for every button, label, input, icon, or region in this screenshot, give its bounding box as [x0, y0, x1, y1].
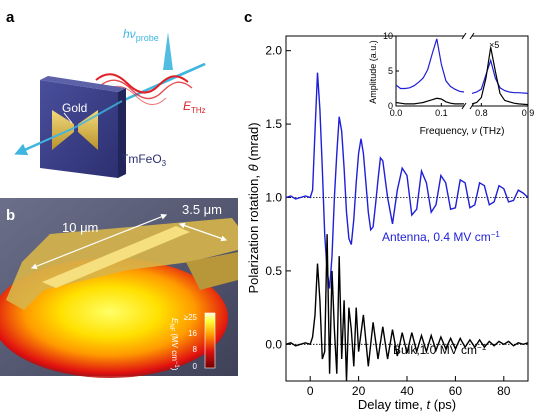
thz-wave-2 [99, 79, 193, 100]
gold-label: Gold [62, 101, 87, 115]
inset-x-tick-label: 0.8 [475, 108, 488, 118]
inset-x-tick-label: 0.0 [390, 108, 403, 118]
bulk-series-label: Bulk,1.0 MV cm−1 [393, 343, 487, 357]
main-axis-ticks: 0 20 40 60 80 0.0 0.5 1.0 1.5 2.0 [265, 44, 510, 398]
panel-a: a Gold TmFeO3 hνprobe ETHz [6, 9, 206, 178]
tmfeo3-slab-top [40, 76, 126, 92]
inset-y-tick-label: 5 [388, 66, 393, 76]
inset-y-tick-label: 0 [388, 101, 393, 111]
inset-line-bulk-1 [471, 47, 529, 106]
inset-break-mark [461, 102, 467, 110]
probe-beam-mid [121, 62, 206, 103]
inset-x-label: Frequency, ν (THz) [420, 126, 505, 137]
x-tick-label: 80 [497, 384, 511, 398]
inset-axis-ticks: 0.0 0.1 0.8 0.9 0 5 10 [383, 31, 534, 118]
y-axis-label: Polarization rotation, θ (mrad) [246, 122, 261, 293]
gold-antenna-left [52, 110, 74, 150]
inset-x-tick-label: 0.1 [435, 108, 448, 118]
x-tick-label: 40 [400, 384, 414, 398]
inset-line-bulk-0 [395, 97, 464, 105]
inset-break-mark [461, 32, 467, 40]
inset-x-tick-label: 0.9 [522, 108, 535, 118]
colorbar [204, 312, 216, 369]
x-tick-label: 0 [307, 384, 314, 398]
y-tick-label: 0.0 [265, 337, 282, 351]
thz-label: ETHz [183, 99, 206, 115]
panel-b: 10 μm 3.5 μm b ≥25 16 8 0 ENF(MV cm−1) [0, 198, 238, 378]
probe-through-slab [73, 100, 123, 129]
tmfeo3-slab-side [118, 88, 126, 178]
thz-wave-1 [95, 73, 189, 94]
near-field-heatmap [0, 258, 228, 378]
colorbar-title: ENF(MV cm−1) [168, 318, 179, 371]
probe-label: hνprobe [123, 27, 159, 43]
gold-pad-right [186, 252, 238, 290]
inset-frame [395, 35, 529, 107]
x-axis-label: Delay time, t (ps) [358, 397, 456, 412]
panel-b-letter: b [6, 207, 15, 224]
panel-c: c 0 20 40 60 80 0.0 0.5 1.0 1.5 2.0 Polarization … [244, 9, 534, 412]
inset-y-tick-label: 10 [383, 31, 393, 41]
colorbar-tick-8: 8 [193, 345, 198, 354]
material-label: TmFeO3 [121, 152, 167, 168]
gap-label: 3.5 μm [182, 202, 222, 217]
inset-break-mark [469, 32, 475, 40]
colorbar-tick-16: 16 [188, 329, 197, 338]
inset-line-antenna-0 [395, 38, 465, 93]
x-tick-label: 20 [352, 384, 366, 398]
inset-break-gap-top [464, 33, 472, 39]
length-arrow [30, 213, 168, 270]
length-label: 10 μm [62, 220, 98, 235]
x-tick-label: 60 [449, 384, 463, 398]
antenna-series-label: Antenna, 0.4 MV cm−1 [382, 230, 500, 244]
series-line-antenna [285, 72, 529, 289]
gold-pointer [63, 112, 73, 124]
gap-arrow [178, 222, 228, 242]
series-line-bulk [285, 234, 529, 382]
y-tick-label: 1.5 [265, 117, 282, 131]
y-tick-label: 0.5 [265, 264, 282, 278]
inset-x5-label: ×5 [489, 40, 499, 50]
colorbar-tick-0: 0 [193, 362, 198, 371]
colorbar-tick-25: ≥25 [184, 313, 198, 322]
panel-a-letter: a [6, 9, 15, 26]
main-curves [285, 72, 529, 382]
probe-pulse-icon [163, 32, 173, 70]
inset-y-label: Amplitude (a.u.) [368, 40, 378, 104]
inset-break-gap [464, 103, 472, 109]
gold-antenna-right [78, 110, 98, 150]
probe-exit [39, 127, 75, 144]
panel-c-letter: c [244, 9, 252, 26]
y-tick-label: 1.0 [265, 190, 282, 204]
y-tick-label: 2.0 [265, 44, 282, 58]
inset-curves [395, 38, 529, 106]
